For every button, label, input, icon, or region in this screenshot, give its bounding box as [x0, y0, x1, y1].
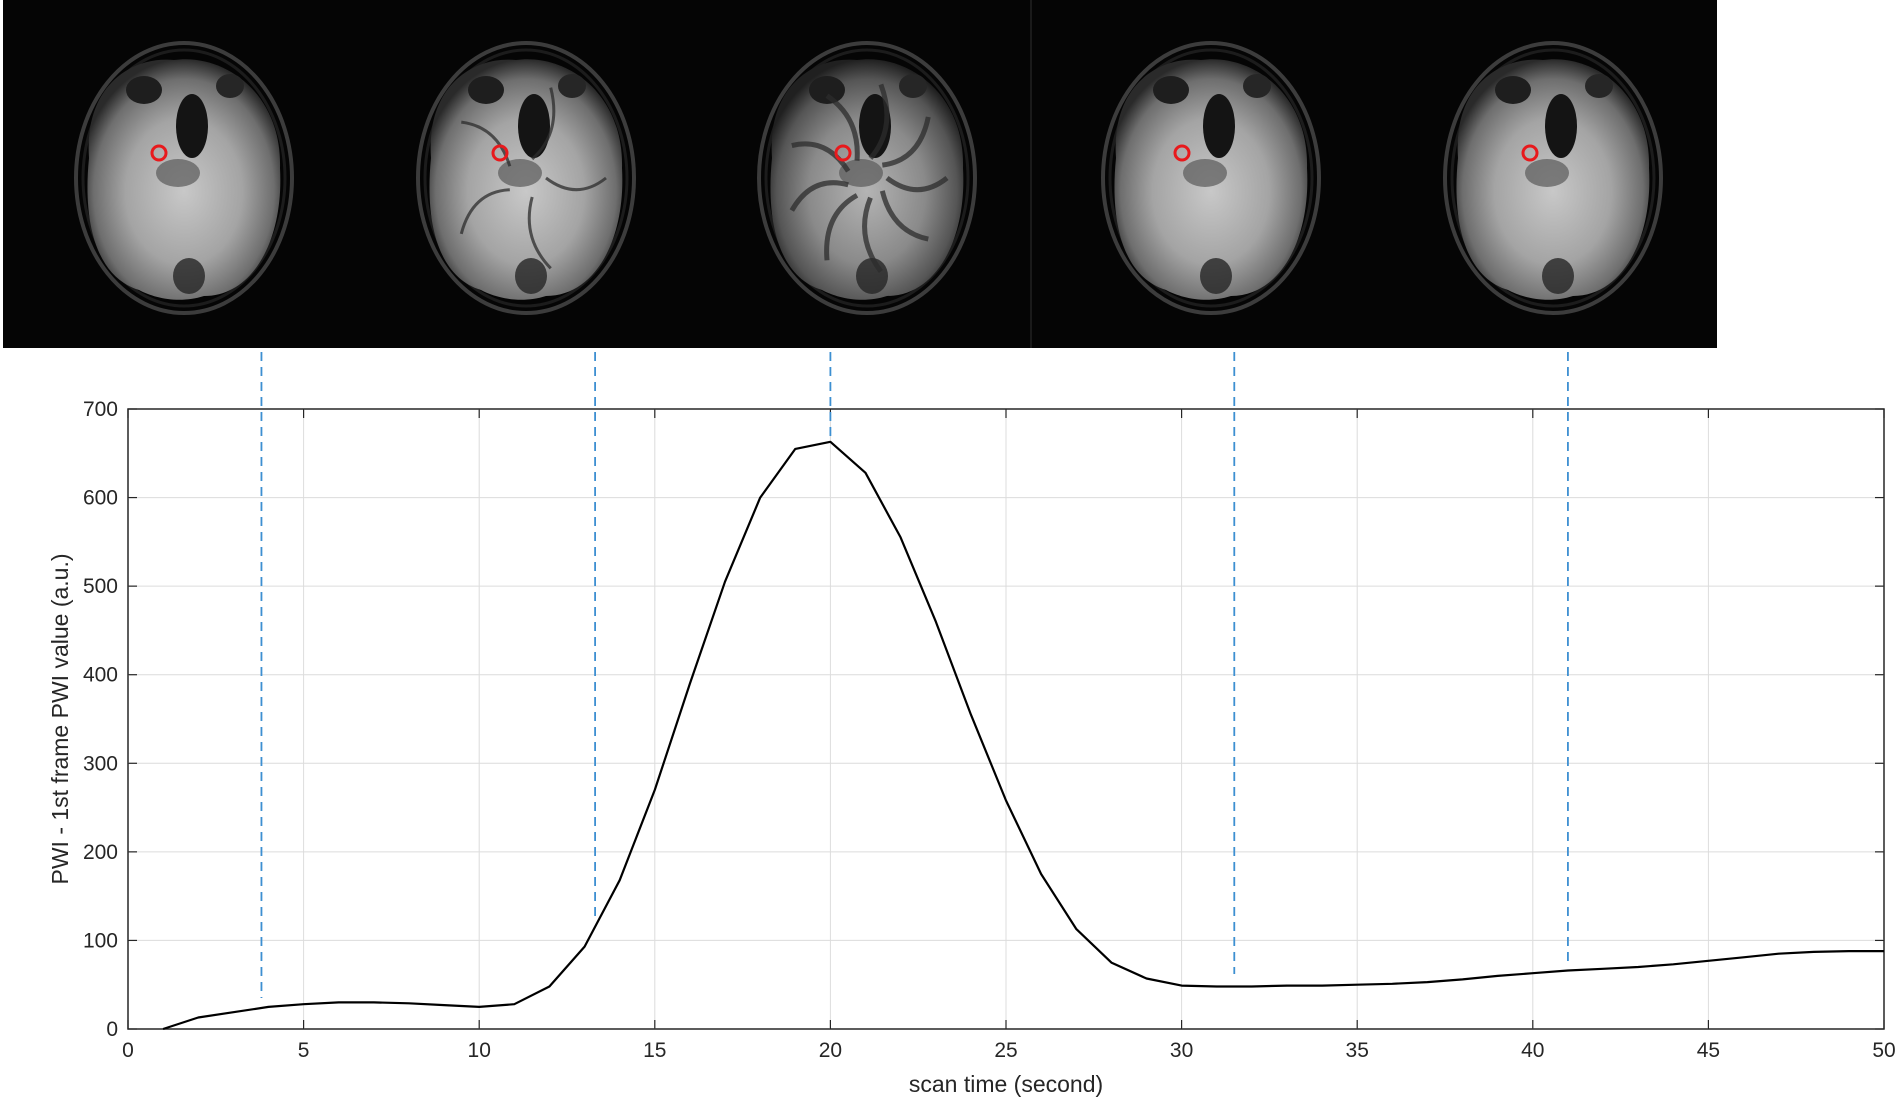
x-tick-label: 45 [1697, 1039, 1720, 1062]
midbrain [156, 159, 200, 187]
midbrain [1525, 159, 1569, 187]
mri-frame-3 [757, 41, 977, 315]
time-marker-lines [260, 352, 1569, 998]
skull-outline [757, 41, 977, 315]
midbrain [498, 159, 542, 187]
y-tick-label: 0 [106, 1018, 118, 1041]
dark-structure [173, 258, 205, 294]
dark-structure [126, 76, 162, 104]
vessel [527, 196, 552, 270]
x-tick-label: 40 [1521, 1039, 1544, 1062]
roi-circle [1173, 144, 1191, 162]
skull-outline [1101, 41, 1321, 315]
vessel [862, 196, 883, 274]
midbrain [1183, 159, 1227, 187]
x-tick-label: 30 [1170, 1039, 1193, 1062]
vessel [531, 87, 556, 161]
mri-frame-2 [416, 41, 636, 315]
skull-inner-ring [1108, 48, 1314, 308]
y-tick-label: 700 [83, 398, 118, 421]
skull-inner-ring [764, 48, 970, 308]
vessel [789, 180, 849, 212]
vessel [868, 83, 890, 160]
y-tick-label: 100 [83, 929, 118, 952]
x-tick-label: 5 [298, 1039, 310, 1062]
roi-circle [1521, 144, 1539, 162]
dark-structure [518, 94, 550, 158]
dark-structure [515, 258, 547, 294]
dark-structure [1200, 258, 1232, 294]
dark-structure [899, 74, 927, 98]
x-tick-label: 0 [122, 1039, 134, 1062]
x-tick-label: 50 [1872, 1039, 1895, 1062]
grid-lines [128, 409, 1884, 1029]
dark-structure [809, 76, 845, 104]
dark-structure [216, 74, 244, 98]
x-tick-label: 10 [468, 1039, 491, 1062]
vessel [791, 141, 851, 173]
x-axis-ticks: 0 5 10 15 20 25 30 35 40 45 50 [122, 409, 1896, 1062]
vessel [824, 193, 859, 261]
x-tick-label: 25 [994, 1039, 1017, 1062]
skull-outline [74, 41, 294, 315]
vessel [825, 93, 860, 161]
dark-structure [1243, 74, 1271, 98]
series-line [162, 440, 1884, 1031]
series-points [163, 441, 1885, 1030]
midbrain [839, 159, 883, 187]
dark-structure [1542, 258, 1574, 294]
dark-structure [1495, 76, 1531, 104]
vessel [885, 175, 949, 193]
y-tick-label: 300 [83, 752, 118, 775]
skull-outline [416, 41, 636, 315]
y-axis-label: PWI - 1st frame PWI value (a.u.) [47, 553, 73, 884]
dark-structure [1545, 94, 1577, 158]
vessel [545, 176, 607, 192]
roi-circle [834, 144, 852, 162]
x-tick-label: 35 [1346, 1039, 1369, 1062]
y-tick-label: 500 [83, 575, 118, 598]
skull-outline [1443, 41, 1663, 315]
x-tick-label: 15 [643, 1039, 666, 1062]
dark-structure [1585, 74, 1613, 98]
vessel [459, 188, 510, 235]
vessel [881, 116, 931, 168]
y-tick-label: 400 [83, 664, 118, 687]
roi-circle [150, 144, 168, 162]
roi-circle [491, 144, 509, 162]
dark-structure [468, 76, 504, 104]
mri-frame-4 [1101, 41, 1321, 315]
y-axis-ticks: 0 100 200 300 400 500 600 700 [83, 398, 1884, 1041]
x-tick-label: 20 [819, 1039, 842, 1062]
mri-image-strip [3, 0, 1717, 348]
skull-inner-ring [81, 48, 287, 308]
skull-inner-ring [1450, 48, 1656, 308]
y-tick-label: 600 [83, 487, 118, 510]
y-tick-label: 200 [83, 841, 118, 864]
dark-structure [1153, 76, 1189, 104]
dark-structure [1203, 94, 1235, 158]
mri-frame-5 [1443, 41, 1663, 315]
vessel [879, 190, 929, 242]
dark-structure [856, 258, 888, 294]
mri-frame-1 [74, 41, 294, 315]
skull-inner-ring [423, 48, 629, 308]
vessel [461, 120, 512, 167]
x-axis-label: scan time (second) [909, 1071, 1103, 1097]
dark-structure [558, 74, 586, 98]
dark-structure [176, 94, 208, 158]
